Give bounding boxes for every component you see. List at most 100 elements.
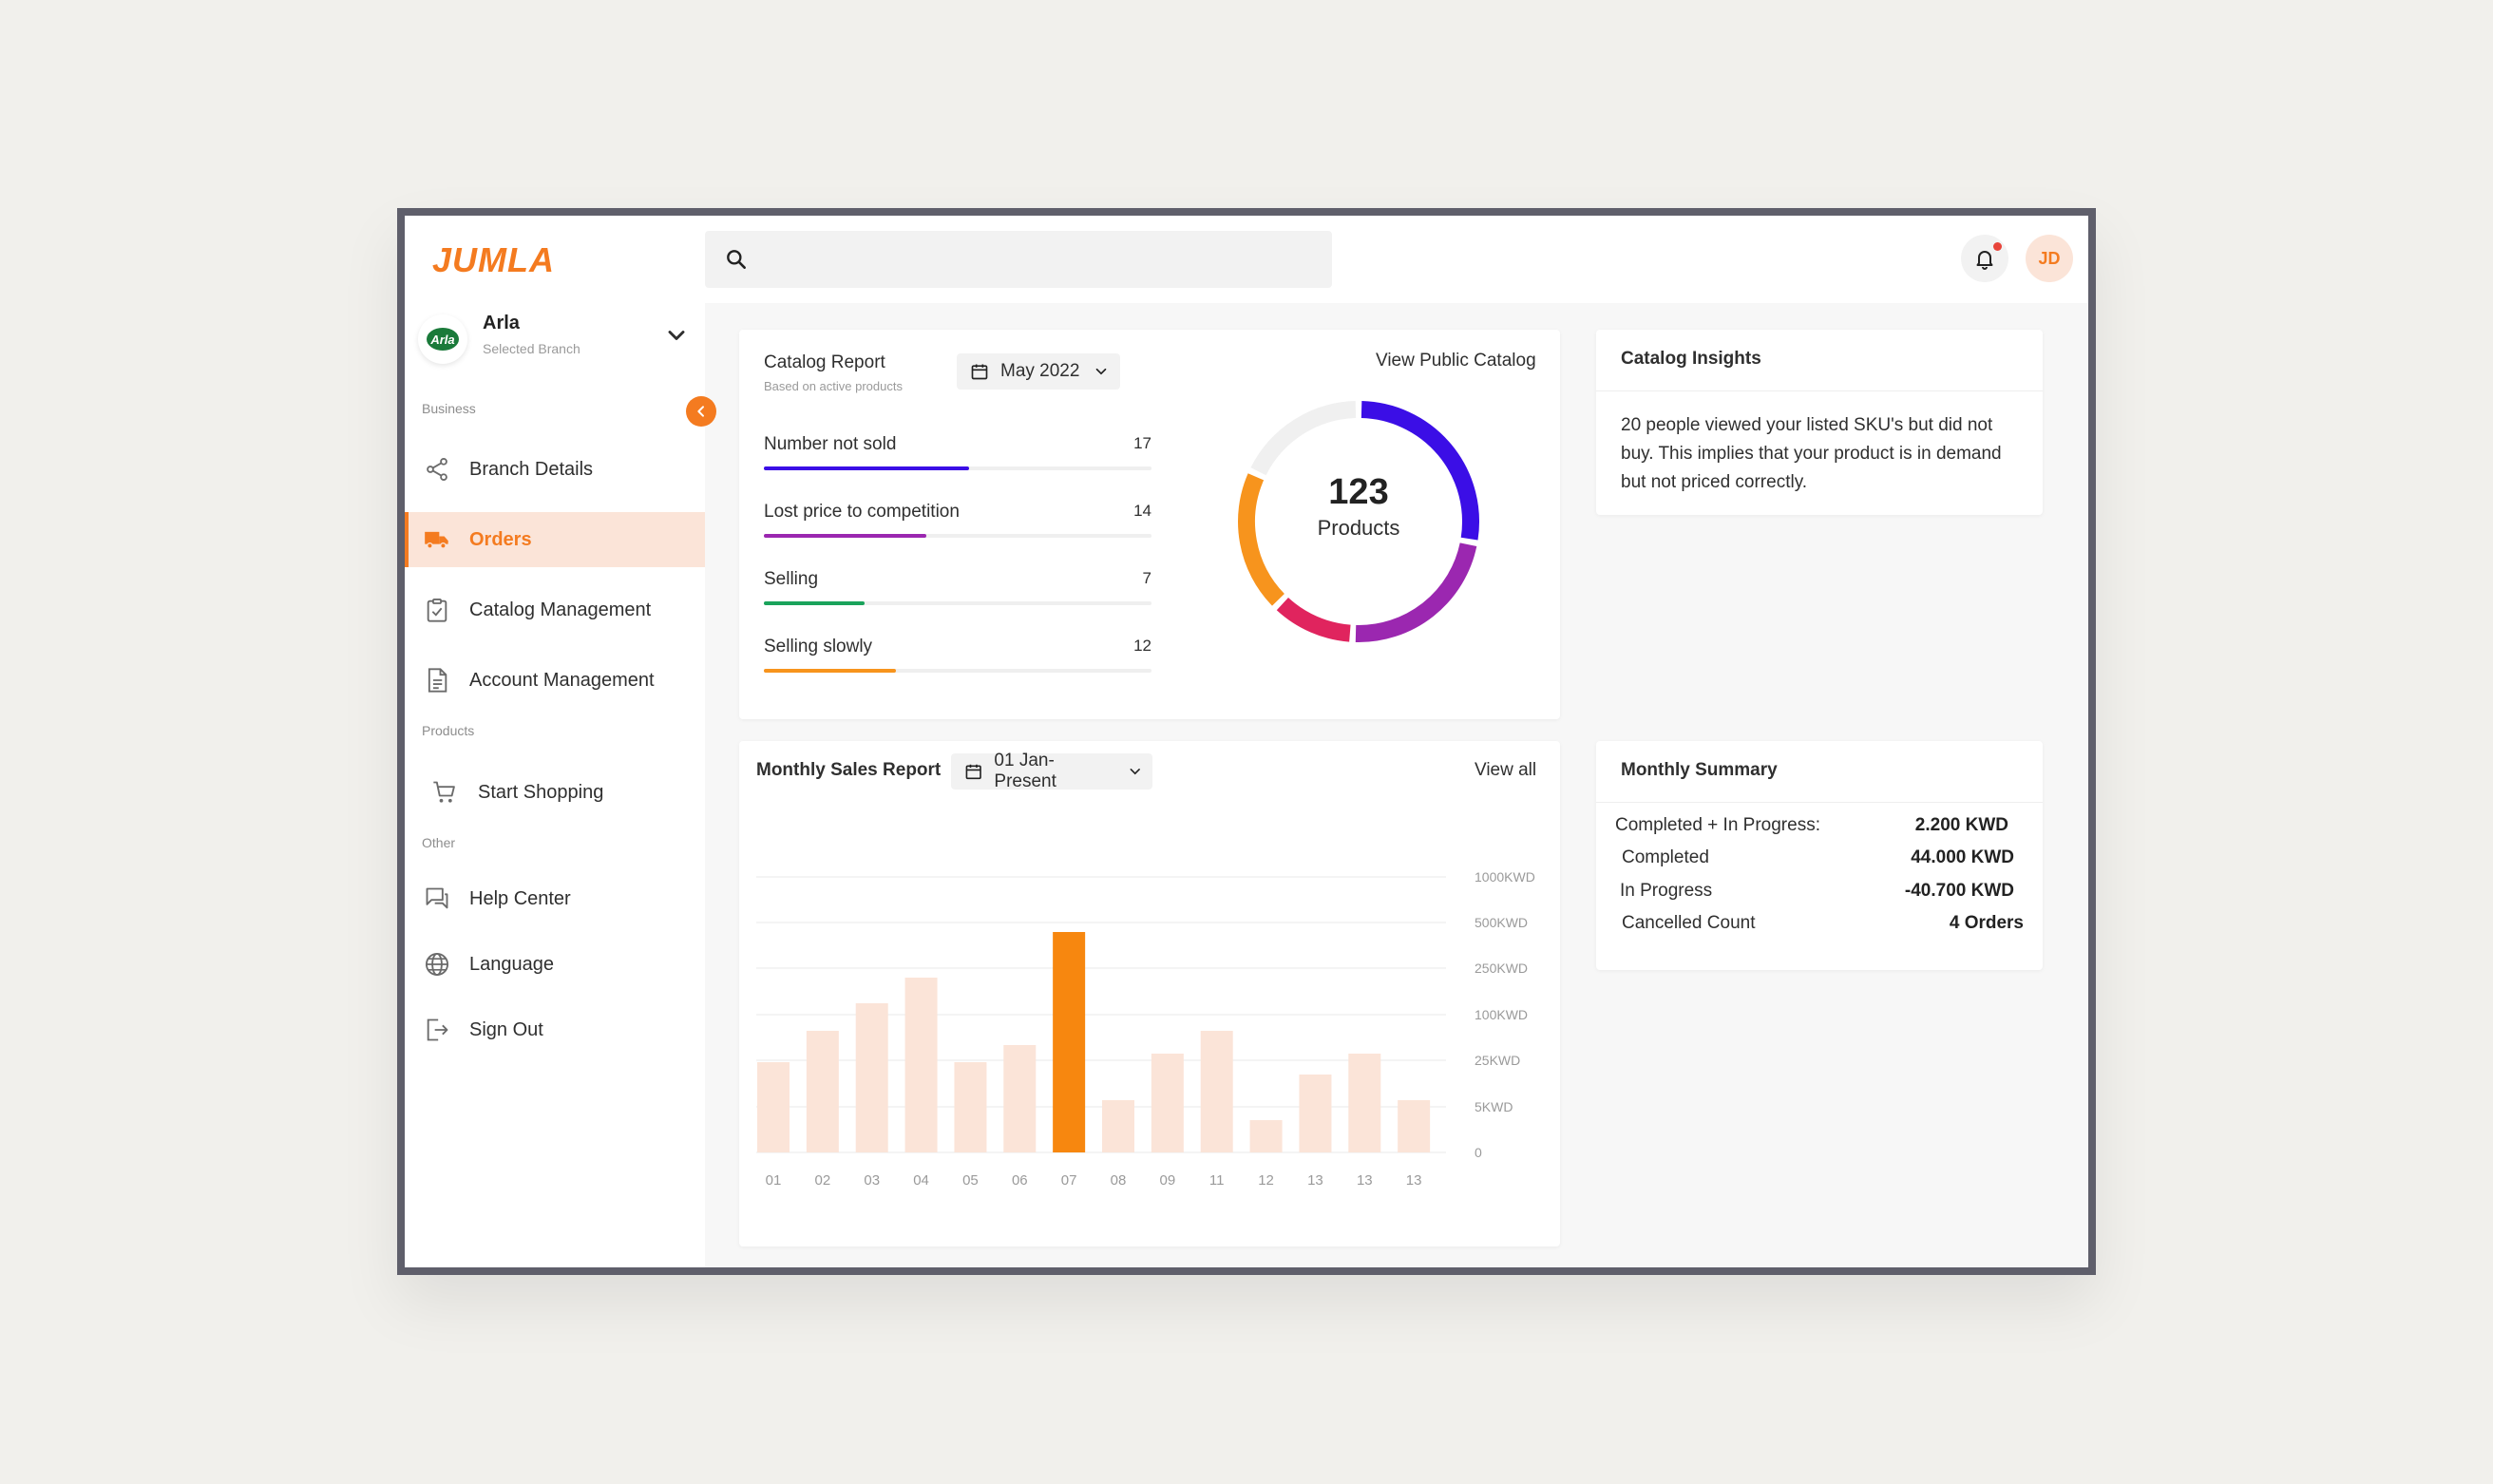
donut-label: Products	[1317, 516, 1400, 540]
catalog-report-card: Catalog Report Based on active products …	[739, 330, 1560, 719]
metric-track	[764, 669, 1151, 673]
bar-5[interactable]	[1003, 1045, 1037, 1152]
donut-segment-2	[1276, 597, 1351, 642]
divider	[1596, 390, 2043, 391]
bar-2[interactable]	[855, 1003, 888, 1152]
bar-12[interactable]	[1348, 1054, 1381, 1152]
section-business: Business	[422, 401, 476, 416]
donut-total: 123	[1328, 472, 1389, 512]
x-tick-label: 04	[913, 1172, 929, 1189]
y-tick-label: 1000KWD	[1475, 869, 1535, 885]
catalog-report-title: Catalog Report	[764, 352, 885, 372]
monthly-sales-title: Monthly Sales Report	[756, 760, 942, 780]
bar-0[interactable]	[757, 1062, 790, 1152]
branch-selector[interactable]: Arla Arla Selected Branch	[418, 313, 694, 370]
sidebar-item-catalog-management[interactable]: Catalog Management	[405, 582, 705, 637]
sidebar-item-label: Sign Out	[469, 1018, 543, 1040]
sales-date-picker[interactable]: 01 Jan-Present	[951, 751, 1152, 791]
donut-segment-0	[1361, 401, 1479, 541]
catalog-date-picker[interactable]: May 2022	[957, 353, 1120, 390]
app-root: JUMLA Arla Arla Selected Branch Business…	[405, 216, 2088, 1267]
sidebar-item-help-center[interactable]: Help Center	[405, 871, 705, 926]
metric-fill	[764, 466, 970, 470]
bar-4[interactable]	[954, 1062, 987, 1152]
sidebar-item-label: Catalog Management	[469, 599, 652, 620]
chevron-down-icon	[1130, 769, 1140, 775]
metric-label: Selling slowly	[764, 637, 873, 656]
sales-date-value: 01 Jan-Present	[994, 751, 1056, 791]
bar-6[interactable]	[1053, 932, 1086, 1152]
calendar-icon	[965, 764, 981, 780]
bar-13[interactable]	[1398, 1100, 1431, 1152]
x-tick-label: 13	[1357, 1172, 1373, 1189]
view-public-catalog-link[interactable]: View Public Catalog	[1376, 351, 1536, 371]
metric-selling: Selling 7	[764, 569, 1151, 626]
sidebar-item-start-shopping[interactable]: Start Shopping	[405, 765, 705, 820]
search-input[interactable]	[705, 231, 1332, 288]
notifications-button[interactable]	[1961, 235, 2008, 282]
sign-out-icon	[427, 1018, 448, 1041]
sidebar: JUMLA Arla Arla Selected Branch Business…	[405, 216, 705, 1267]
summary-row: Completed 44.000 KWD	[1615, 847, 2024, 874]
metric-value: 12	[1133, 637, 1151, 655]
x-tick-label: 06	[1012, 1172, 1028, 1189]
cart-icon	[433, 781, 455, 803]
collapse-sidebar-button[interactable]	[686, 396, 716, 427]
search-icon	[727, 250, 746, 269]
sidebar-item-branch-details[interactable]: Branch Details	[405, 442, 705, 497]
truck-icon	[425, 531, 448, 549]
x-tick-label: 08	[1111, 1172, 1127, 1189]
avatar[interactable]: JD	[2026, 235, 2073, 282]
summary-label: Cancelled Count	[1622, 913, 1756, 933]
section-other: Other	[422, 835, 456, 850]
share-icon	[427, 457, 447, 482]
insights-body: 20 people viewed your listed SKU's but d…	[1621, 415, 2002, 492]
donut-segment-4	[1250, 401, 1357, 476]
metric-track	[764, 534, 1151, 538]
bar-11[interactable]	[1299, 1075, 1332, 1152]
sidebar-item-label: Branch Details	[469, 458, 594, 480]
summary-label: In Progress	[1620, 881, 1713, 901]
sidebar-item-orders[interactable]: Orders	[405, 512, 705, 567]
divider	[1596, 802, 2043, 803]
summary-label: Completed	[1622, 847, 1709, 867]
metric-value: 17	[1133, 434, 1151, 452]
catalog-donut-chart	[1238, 401, 1479, 642]
chevron-down-icon[interactable]	[663, 322, 690, 349]
topbar: JD	[705, 216, 2088, 303]
bar-9[interactable]	[1200, 1031, 1233, 1152]
jumla-logo[interactable]: JUMLA	[432, 240, 555, 279]
y-tick-label: 250KWD	[1475, 961, 1528, 976]
y-tick-label: 100KWD	[1475, 1007, 1528, 1022]
metric-label: Selling	[764, 569, 819, 589]
metric-fill	[764, 534, 927, 538]
sidebar-item-language[interactable]: Language	[405, 937, 705, 992]
bar-8[interactable]	[1151, 1054, 1184, 1152]
sidebar-item-sign-out[interactable]: Sign Out	[405, 1002, 705, 1057]
clipboard-check-icon	[427, 598, 447, 622]
x-tick-label: 13	[1406, 1172, 1422, 1189]
branch-logo-text: Arla	[427, 328, 459, 351]
summary-value: -40.700 KWD	[1904, 881, 2014, 901]
x-tick-label: 02	[815, 1172, 831, 1189]
metric-fill	[764, 601, 866, 605]
bar-1[interactable]	[806, 1031, 839, 1152]
summary-row: Completed + In Progress: 2.200 KWD	[1615, 815, 2024, 842]
app-window: JUMLA Arla Arla Selected Branch Business…	[397, 208, 2096, 1275]
metric-selling-slowly: Selling slowly 12	[764, 637, 1151, 694]
document-icon	[428, 668, 447, 693]
sidebar-item-label: Help Center	[469, 887, 571, 909]
view-all-link[interactable]: View all	[1475, 760, 1537, 780]
donut-segment-1	[1355, 542, 1477, 642]
branch-logo: Arla	[418, 314, 467, 364]
sidebar-item-account-management[interactable]: Account Management	[405, 653, 705, 708]
summary-value: 4 Orders	[1949, 913, 2024, 933]
bar-7[interactable]	[1102, 1100, 1134, 1152]
bar-10[interactable]	[1249, 1120, 1283, 1152]
y-tick-label: 25KWD	[1475, 1053, 1520, 1068]
metric-label: Number not sold	[764, 434, 897, 454]
x-tick-label: 01	[766, 1172, 782, 1189]
summary-label: Completed + In Progress:	[1615, 815, 1820, 835]
bar-3[interactable]	[904, 978, 938, 1152]
metric-value: 7	[1142, 569, 1151, 587]
